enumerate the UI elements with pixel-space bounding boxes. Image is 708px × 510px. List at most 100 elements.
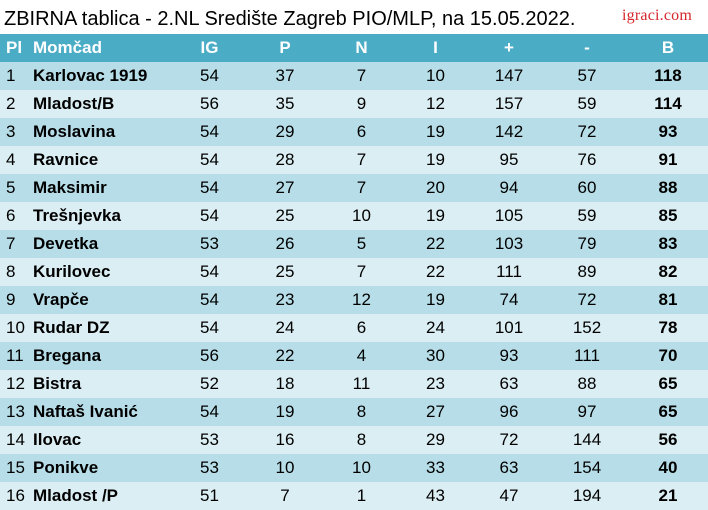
draws-cell: 7 — [324, 62, 399, 90]
goals-against-cell: 144 — [546, 426, 628, 454]
position-cell: 3 — [0, 118, 27, 146]
header-team: Momčad — [27, 34, 173, 62]
losses-cell: 33 — [399, 454, 472, 482]
table-row: 16 Mladost /P 51 7 1 43 47 194 21 — [0, 482, 708, 510]
position-cell: 8 — [0, 258, 27, 286]
position-cell: 12 — [0, 370, 27, 398]
goals-for-cell: 94 — [472, 174, 546, 202]
draws-cell: 8 — [324, 426, 399, 454]
games-cell: 56 — [173, 342, 246, 370]
goals-against-cell: 97 — [546, 398, 628, 426]
points-cell: 81 — [628, 286, 708, 314]
goals-against-cell: 59 — [546, 202, 628, 230]
points-cell: 83 — [628, 230, 708, 258]
header-losses: I — [399, 34, 472, 62]
goals-for-cell: 63 — [472, 370, 546, 398]
position-cell: 9 — [0, 286, 27, 314]
table-row: 13 Naftaš Ivanić 54 19 8 27 96 97 65 — [0, 398, 708, 426]
position-cell: 2 — [0, 90, 27, 118]
team-cell: Vrapče — [27, 286, 173, 314]
position-cell: 6 — [0, 202, 27, 230]
goals-against-cell: 194 — [546, 482, 628, 510]
points-cell: 21 — [628, 482, 708, 510]
points-cell: 88 — [628, 174, 708, 202]
points-cell: 65 — [628, 370, 708, 398]
standings-body: 1 Karlovac 1919 54 37 7 10 147 57 118 2 Mladost/B 5… — [0, 62, 708, 510]
wins-cell: 26 — [246, 230, 324, 258]
goals-for-cell: 105 — [472, 202, 546, 230]
team-cell: Kurilovec — [27, 258, 173, 286]
header-goals-for: + — [472, 34, 546, 62]
goals-against-cell: 88 — [546, 370, 628, 398]
goals-for-cell: 96 — [472, 398, 546, 426]
points-cell: 56 — [628, 426, 708, 454]
games-cell: 53 — [173, 454, 246, 482]
position-cell: 11 — [0, 342, 27, 370]
team-cell: Karlovac 1919 — [27, 62, 173, 90]
table-row: 9 Vrapče 54 23 12 19 74 72 81 — [0, 286, 708, 314]
position-cell: 4 — [0, 146, 27, 174]
position-cell: 16 — [0, 482, 27, 510]
points-cell: 65 — [628, 398, 708, 426]
goals-against-cell: 60 — [546, 174, 628, 202]
position-cell: 1 — [0, 62, 27, 90]
games-cell: 54 — [173, 314, 246, 342]
goals-for-cell: 72 — [472, 426, 546, 454]
goals-against-cell: 59 — [546, 90, 628, 118]
points-cell: 85 — [628, 202, 708, 230]
losses-cell: 27 — [399, 398, 472, 426]
wins-cell: 7 — [246, 482, 324, 510]
losses-cell: 29 — [399, 426, 472, 454]
losses-cell: 19 — [399, 202, 472, 230]
games-cell: 51 — [173, 482, 246, 510]
goals-for-cell: 142 — [472, 118, 546, 146]
wins-cell: 25 — [246, 258, 324, 286]
goals-against-cell: 57 — [546, 62, 628, 90]
games-cell: 56 — [173, 90, 246, 118]
goals-against-cell: 72 — [546, 118, 628, 146]
igraci-logo: igraci.com — [622, 7, 692, 24]
wins-cell: 16 — [246, 426, 324, 454]
position-cell: 14 — [0, 426, 27, 454]
losses-cell: 10 — [399, 62, 472, 90]
points-cell: 91 — [628, 146, 708, 174]
draws-cell: 10 — [324, 202, 399, 230]
wins-cell: 18 — [246, 370, 324, 398]
losses-cell: 12 — [399, 90, 472, 118]
points-cell: 70 — [628, 342, 708, 370]
points-cell: 40 — [628, 454, 708, 482]
wins-cell: 19 — [246, 398, 324, 426]
goals-for-cell: 74 — [472, 286, 546, 314]
table-row: 6 Trešnjevka 54 25 10 19 105 59 85 — [0, 202, 708, 230]
losses-cell: 43 — [399, 482, 472, 510]
team-cell: Trešnjevka — [27, 202, 173, 230]
losses-cell: 24 — [399, 314, 472, 342]
wins-cell: 23 — [246, 286, 324, 314]
team-cell: Ilovac — [27, 426, 173, 454]
losses-cell: 20 — [399, 174, 472, 202]
team-cell: Bregana — [27, 342, 173, 370]
goals-against-cell: 89 — [546, 258, 628, 286]
table-row: 3 Moslavina 54 29 6 19 142 72 93 — [0, 118, 708, 146]
table-row: 14 Ilovac 53 16 8 29 72 144 56 — [0, 426, 708, 454]
losses-cell: 30 — [399, 342, 472, 370]
goals-for-cell: 147 — [472, 62, 546, 90]
standings-table: Pl Momčad IG P N I + - B 1 Karlovac 1919 5… — [0, 34, 708, 510]
games-cell: 54 — [173, 286, 246, 314]
goals-for-cell: 101 — [472, 314, 546, 342]
table-row: 10 Rudar DZ 54 24 6 24 101 152 78 — [0, 314, 708, 342]
goals-against-cell: 76 — [546, 146, 628, 174]
losses-cell: 22 — [399, 258, 472, 286]
draws-cell: 7 — [324, 174, 399, 202]
header-points: B — [628, 34, 708, 62]
points-cell: 118 — [628, 62, 708, 90]
draws-cell: 5 — [324, 230, 399, 258]
draws-cell: 7 — [324, 146, 399, 174]
table-row: 5 Maksimir 54 27 7 20 94 60 88 — [0, 174, 708, 202]
header-wins: P — [246, 34, 324, 62]
goals-for-cell: 47 — [472, 482, 546, 510]
games-cell: 54 — [173, 398, 246, 426]
team-cell: Ravnice — [27, 146, 173, 174]
games-cell: 54 — [173, 258, 246, 286]
